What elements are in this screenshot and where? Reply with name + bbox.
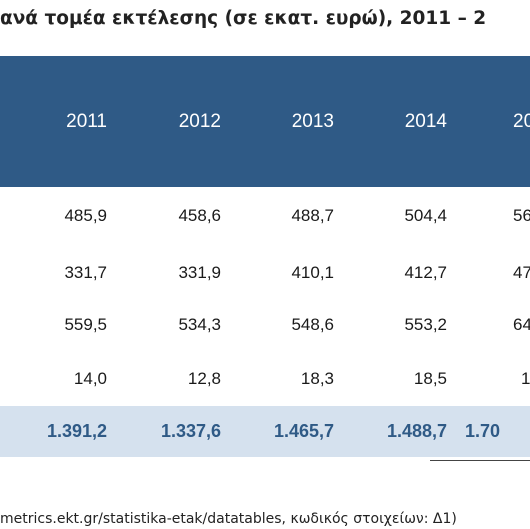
table-cell: 553,2: [404, 315, 447, 334]
column-header-2014: 2014: [404, 111, 447, 132]
total-cell: 1.465,7: [273, 421, 334, 441]
table-cell: 331,9: [178, 263, 221, 282]
total-cell: 1.337,6: [160, 421, 221, 441]
table-cell: 18,5: [413, 369, 447, 388]
table-cell: 64: [513, 315, 530, 334]
column-header-2011: 2011: [66, 111, 107, 132]
total-row: [0, 406, 530, 457]
table-title: ανά τομέα εκτέλεσης (σε εκατ. ευρώ), 201…: [0, 8, 487, 29]
source-note: metrics.ekt.gr/statistika-etak/datatable…: [0, 511, 457, 527]
table-cell: 412,7: [404, 263, 447, 282]
table-cell: 14,0: [73, 369, 107, 388]
table-cell: 534,3: [178, 315, 221, 334]
total-cell: 1.391,2: [46, 421, 107, 441]
table-cell: 331,7: [64, 263, 107, 282]
table-cell: 504,4: [404, 206, 447, 225]
table-cell: 56: [513, 206, 530, 225]
column-header-2015: 20: [513, 111, 530, 132]
table-cell: 458,6: [178, 206, 221, 225]
table-cell: 559,5: [64, 315, 107, 334]
table-cell: 12,8: [187, 369, 221, 388]
column-header-2013: 2013: [291, 111, 334, 132]
total-cell: 1.70: [465, 421, 501, 441]
total-cell: 1.488,7: [386, 421, 447, 441]
table-cell: 47: [513, 263, 530, 282]
table-cell: 410,1: [291, 263, 334, 282]
column-header-2012: 2012: [178, 111, 221, 132]
table-cell: 485,9: [64, 206, 107, 225]
table-cell: 18,3: [300, 369, 334, 388]
table-cell: 488,7: [291, 206, 334, 225]
table-cell: 548,6: [291, 315, 334, 334]
table-bottom-rule: [430, 460, 530, 461]
table-cell: 1: [521, 369, 530, 388]
table-header: [0, 56, 530, 187]
